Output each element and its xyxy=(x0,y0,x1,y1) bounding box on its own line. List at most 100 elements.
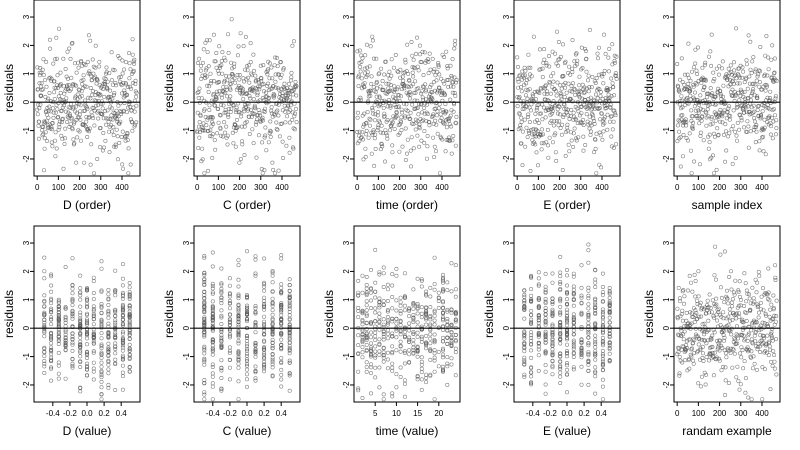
data-point xyxy=(695,45,700,50)
data-point xyxy=(684,120,689,125)
data-point xyxy=(382,159,387,164)
data-point xyxy=(411,306,416,311)
data-point xyxy=(593,370,598,375)
data-point xyxy=(402,295,407,300)
data-point xyxy=(432,282,437,287)
data-point xyxy=(733,278,738,283)
data-point xyxy=(363,53,368,58)
data-point xyxy=(220,71,225,76)
data-point xyxy=(558,322,563,327)
data-point xyxy=(70,340,75,345)
data-point xyxy=(744,310,749,315)
data-point xyxy=(127,314,132,319)
data-point xyxy=(588,121,593,126)
data-point xyxy=(745,119,750,124)
data-point xyxy=(405,42,410,47)
data-point xyxy=(63,332,68,337)
data-point xyxy=(564,318,569,323)
data-point xyxy=(416,112,421,117)
data-point xyxy=(219,321,224,326)
data-point xyxy=(55,73,60,78)
data-point xyxy=(42,354,47,359)
data-point xyxy=(443,102,448,107)
data-point xyxy=(390,391,395,396)
x-axis-label: E (value) xyxy=(543,424,591,438)
y-axis-label: residuals xyxy=(162,64,176,112)
data-point xyxy=(394,110,399,115)
data-point xyxy=(607,285,612,290)
data-point xyxy=(529,333,534,338)
data-point xyxy=(746,33,751,38)
data-point xyxy=(120,302,125,307)
data-point xyxy=(759,113,764,118)
data-point xyxy=(727,307,732,312)
data-point xyxy=(275,108,280,113)
data-point xyxy=(274,120,279,125)
data-point xyxy=(273,79,278,84)
data-point xyxy=(608,105,613,110)
data-point xyxy=(262,299,267,304)
data-point xyxy=(612,58,617,63)
data-point xyxy=(519,141,524,146)
y-axis-label: residuals xyxy=(322,64,336,112)
data-point xyxy=(677,296,682,301)
data-point xyxy=(210,308,215,313)
data-point xyxy=(216,107,221,112)
data-point xyxy=(558,54,563,59)
data-point xyxy=(388,83,393,88)
data-point xyxy=(120,129,125,134)
data-point xyxy=(725,73,730,78)
data-point xyxy=(607,331,612,336)
data-point xyxy=(113,81,118,86)
data-point xyxy=(451,84,456,89)
data-point xyxy=(579,364,584,369)
data-point xyxy=(407,325,412,330)
data-point xyxy=(752,116,757,121)
data-point xyxy=(773,277,778,282)
data-point xyxy=(113,288,118,293)
data-point xyxy=(609,114,614,119)
data-point xyxy=(202,253,207,258)
data-point xyxy=(78,331,83,336)
data-point xyxy=(241,87,246,92)
data-point xyxy=(70,299,75,304)
data-point xyxy=(600,290,605,295)
data-point xyxy=(611,119,616,124)
data-point xyxy=(551,79,556,84)
data-point xyxy=(717,110,722,115)
data-point xyxy=(583,143,588,148)
data-point xyxy=(227,291,232,296)
data-point xyxy=(758,323,763,328)
data-point xyxy=(270,76,275,81)
data-point xyxy=(225,142,230,147)
data-point xyxy=(381,101,386,106)
data-point xyxy=(89,73,94,78)
data-point xyxy=(550,307,555,312)
data-point xyxy=(390,349,395,354)
data-point xyxy=(52,79,57,84)
data-point xyxy=(561,74,566,79)
y-tick-label: 0 xyxy=(662,325,671,330)
data-point xyxy=(113,307,118,312)
data-point xyxy=(253,73,258,78)
data-point xyxy=(428,315,433,320)
data-point xyxy=(534,150,539,155)
data-point xyxy=(78,297,83,302)
data-point xyxy=(76,128,81,133)
y-tick-label: -2 xyxy=(22,381,31,389)
data-point xyxy=(593,277,598,282)
data-point xyxy=(403,57,408,62)
data-point xyxy=(206,90,211,95)
data-point xyxy=(571,354,576,359)
data-point xyxy=(452,75,457,80)
data-point xyxy=(607,328,612,333)
data-point xyxy=(408,117,413,122)
data-point xyxy=(691,120,696,125)
data-point xyxy=(580,66,585,71)
data-point xyxy=(427,123,432,128)
data-point xyxy=(99,331,104,336)
data-point xyxy=(600,352,605,357)
data-point xyxy=(402,271,407,276)
data-point xyxy=(391,114,396,119)
data-point xyxy=(365,110,370,115)
